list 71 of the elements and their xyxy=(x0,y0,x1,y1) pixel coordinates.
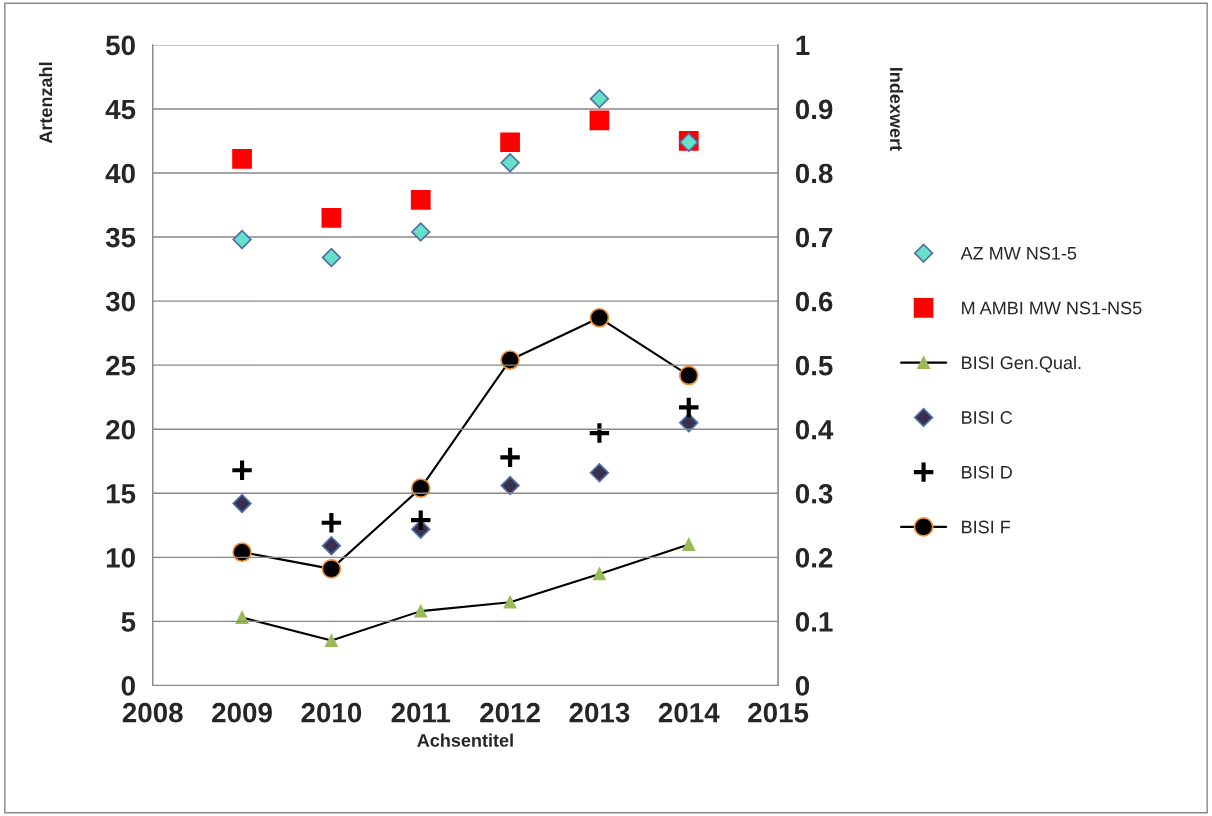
point xyxy=(500,132,520,153)
x-axis-title: Achsentitel xyxy=(417,733,513,747)
legend-label: BISI D xyxy=(962,465,1012,479)
point xyxy=(589,110,610,131)
legend-label: BISI F xyxy=(962,520,1011,534)
point xyxy=(232,542,252,563)
x-tick-label: 2013 xyxy=(569,702,630,723)
y-tick-label: 15 xyxy=(106,484,136,504)
point xyxy=(682,538,696,551)
y-tick-label: 5 xyxy=(121,612,136,632)
point xyxy=(589,307,610,328)
y-tick-label: 20 xyxy=(106,419,135,440)
y2-tick-label: 0.8 xyxy=(795,163,833,184)
y-tick-label: 10 xyxy=(106,548,135,568)
y2-tick-label: 0.2 xyxy=(795,548,833,568)
y-tick-label: 0 xyxy=(121,676,135,696)
point xyxy=(411,222,431,242)
point xyxy=(325,634,338,647)
point xyxy=(498,445,522,470)
y2-tick-label: 0.9 xyxy=(795,99,833,120)
point xyxy=(676,395,701,420)
point xyxy=(408,508,433,532)
point xyxy=(593,567,606,581)
y-tick-label: 40 xyxy=(105,163,135,184)
point xyxy=(589,89,610,109)
y2-tick-label: 0.6 xyxy=(795,291,833,312)
y2-tick-label: 0.3 xyxy=(795,483,833,504)
point xyxy=(500,475,520,496)
point xyxy=(321,558,342,579)
x-tick-label: 2008 xyxy=(122,702,183,723)
legend-label: BISI Gen.Qual. xyxy=(962,355,1081,373)
point xyxy=(410,478,431,499)
point xyxy=(500,153,520,173)
y-tick-label: 50 xyxy=(106,35,135,56)
y-tick-label: 45 xyxy=(105,99,136,120)
x-tick-label: 2011 xyxy=(391,702,451,723)
x-tick-label: 2010 xyxy=(301,702,362,723)
point xyxy=(230,458,254,483)
y2-tick-label: 0.4 xyxy=(795,419,834,440)
point xyxy=(414,604,428,618)
point xyxy=(589,463,610,483)
x-tick-label: 2009 xyxy=(212,702,272,723)
y2-tick-label: 1 xyxy=(796,35,810,55)
point xyxy=(321,247,342,268)
point xyxy=(679,413,699,433)
legend-label: M AMBI MW NS1-NS5 xyxy=(962,301,1142,315)
y2-tick-label: 0.5 xyxy=(795,355,833,376)
x-tick-label: 2014 xyxy=(658,702,720,723)
y2-tick-label: 0 xyxy=(795,676,810,696)
legend-label: BISI C xyxy=(962,411,1013,424)
x-tick-label: 2015 xyxy=(748,702,809,723)
x-tick-label: 2012 xyxy=(480,702,540,723)
point xyxy=(232,229,252,250)
point xyxy=(321,207,342,228)
point xyxy=(321,536,342,556)
y2-tick-label: 0.1 xyxy=(795,612,833,632)
y-axis-title: Artenzahl xyxy=(38,62,53,144)
point xyxy=(232,493,252,514)
y-tick-label: 35 xyxy=(105,227,136,248)
point xyxy=(319,510,344,535)
point xyxy=(678,365,699,386)
y-tick-label: 25 xyxy=(106,355,136,376)
point xyxy=(410,190,431,210)
point xyxy=(503,595,517,609)
y2-tick-label: 0.7 xyxy=(795,227,833,248)
legend-label: AZ MW NS1-5 xyxy=(960,246,1077,260)
point xyxy=(232,149,252,169)
point xyxy=(587,421,612,445)
y2-axis-title: Indexwert xyxy=(889,68,904,151)
point xyxy=(235,611,249,624)
y-tick-label: 30 xyxy=(105,291,135,312)
